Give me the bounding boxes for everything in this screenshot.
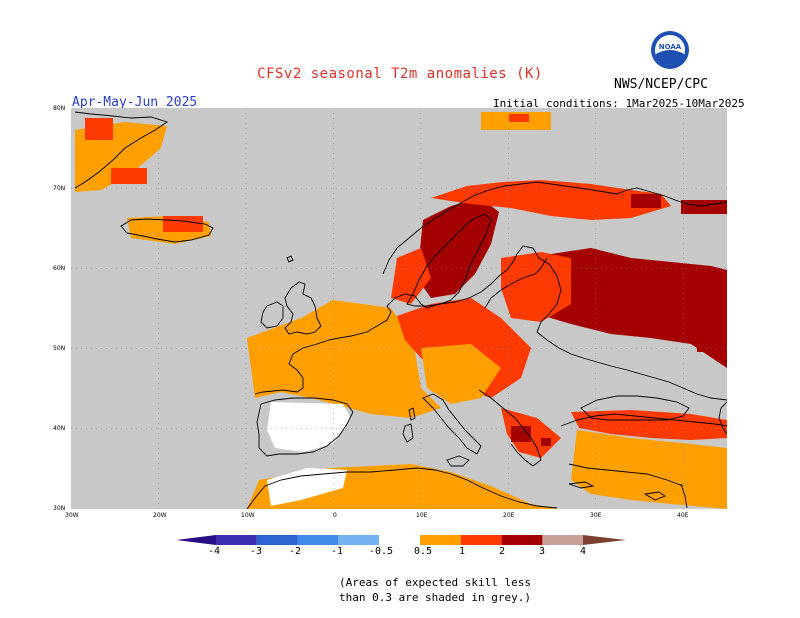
- colorbar-graphic: [176, 535, 626, 545]
- coast-continent: [254, 245, 727, 401]
- legend-tick-m1: -1: [331, 546, 344, 557]
- anomaly-greenland-red-2: [111, 168, 147, 184]
- legend-tick-m2: -2: [289, 546, 302, 557]
- lon-label-0: 0: [333, 512, 337, 519]
- coast-iberia: [256, 397, 354, 457]
- colorbar-left-arrow: [176, 535, 216, 545]
- anomaly-svalbard-red: [509, 114, 529, 122]
- colorbar-bin: [542, 535, 584, 545]
- map-canvas: [71, 108, 727, 509]
- lat-label-70n: 70N: [53, 185, 66, 192]
- anomaly-baltic-red: [501, 252, 571, 322]
- legend-tick-2: 2: [499, 546, 506, 557]
- colorbar: [176, 534, 626, 562]
- coast-faroe: [286, 255, 294, 263]
- anomaly-turkey-orange: [571, 430, 727, 509]
- coast-north-africa: [246, 467, 558, 509]
- coast-cyprus: [643, 491, 666, 501]
- lon-label-10e: 10E: [416, 512, 428, 519]
- anomaly-kola-darkred: [631, 194, 661, 208]
- initial-conditions: Initial conditions: 1Mar2025-10Mar2025: [493, 97, 745, 110]
- graticule: [71, 108, 727, 509]
- anomaly-greece-darkred: [541, 438, 551, 446]
- lat-label-30n: 30N: [53, 505, 66, 512]
- coast-baltic: [484, 257, 548, 309]
- lon-label-20e: 20E: [503, 512, 515, 519]
- colorbar-right-arrow: [583, 535, 626, 545]
- anomaly-arctic-coast-red: [431, 180, 671, 220]
- lat-label-60n: 60N: [53, 265, 66, 272]
- colorbar-bin: [297, 535, 339, 545]
- colorbar-bin: [501, 535, 543, 545]
- lon-label-20w: 20W: [153, 512, 167, 519]
- anomaly-scandinavia-darkred: [417, 198, 499, 298]
- noaa-logo-text: NOAA: [659, 43, 682, 51]
- coast-caspian: [718, 401, 727, 435]
- colorbar-bin: [379, 535, 420, 545]
- legend-tick-m4: -4: [208, 546, 221, 557]
- anomaly-balkans-darkred: [511, 426, 531, 442]
- anomaly-turkey-red: [571, 410, 727, 440]
- coast-iceland: [120, 218, 214, 243]
- coast-turkey-south: [568, 463, 684, 487]
- anomaly-white-sea-darkred: [681, 200, 727, 214]
- anomaly-west-europe: [247, 300, 441, 418]
- coast-sardinia: [402, 423, 414, 443]
- map-title: CFSv2 seasonal T2m anomalies (K): [257, 66, 543, 82]
- anomaly-map: [71, 108, 727, 509]
- anomaly-cells: [75, 112, 727, 509]
- coastlines: [74, 111, 727, 509]
- lon-label-30e: 30E: [590, 512, 602, 519]
- skill-note-line2: than 0.3 are shaded in grey.): [338, 591, 532, 604]
- anomaly-volga-darkred: [697, 340, 715, 352]
- legend-tick-3: 3: [539, 546, 546, 557]
- anomaly-africa-white: [267, 468, 347, 506]
- colorbar-bin: [256, 535, 298, 545]
- coast-sweden: [406, 213, 492, 307]
- colorbar-bin: [420, 535, 461, 545]
- coast-crete: [568, 481, 595, 489]
- coast-ireland: [260, 301, 284, 329]
- colorbar-bin: [338, 535, 380, 545]
- legend-tick-m3: -3: [250, 546, 263, 557]
- forecast-period: Apr-May-Jun 2025: [72, 95, 198, 110]
- coast-greenland: [74, 111, 169, 189]
- legend-tick-4: 4: [580, 546, 587, 557]
- lon-label-30w: 30W: [65, 512, 79, 519]
- legend-tick-m05: -0.5: [369, 546, 394, 557]
- coast-scandinavia: [382, 181, 727, 275]
- lon-label-40e: 40E: [677, 512, 689, 519]
- coast-italy: [422, 393, 482, 455]
- lat-label-80n: 80N: [53, 105, 66, 112]
- noaa-logo: NOAA: [650, 30, 690, 74]
- anomaly-alps-orange: [421, 344, 501, 404]
- coast-turkey: [560, 413, 727, 427]
- coast-sicily: [446, 455, 470, 467]
- anomaly-greenland-red: [85, 118, 113, 140]
- skill-note-line1: (Areas of expected skill less: [338, 576, 532, 589]
- coast-black-sea: [580, 395, 690, 421]
- anomaly-iceland-red: [163, 216, 203, 232]
- legend-tick-1: 1: [459, 546, 466, 557]
- lat-label-50n: 50N: [53, 345, 66, 352]
- coast-levant: [680, 483, 688, 509]
- anomaly-norway-red: [391, 248, 431, 304]
- coast-britain: [284, 281, 322, 335]
- legend-tick-05: 0.5: [414, 546, 433, 557]
- coast-balkans: [478, 389, 542, 467]
- lon-label-10w: 10W: [241, 512, 255, 519]
- colorbar-bin: [216, 535, 257, 545]
- anomaly-iberia-white: [267, 402, 351, 452]
- lat-label-40n: 40N: [53, 425, 66, 432]
- coast-corsica: [408, 407, 416, 421]
- agency-label: NWS/NCEP/CPC: [614, 77, 708, 92]
- colorbar-bin: [460, 535, 502, 545]
